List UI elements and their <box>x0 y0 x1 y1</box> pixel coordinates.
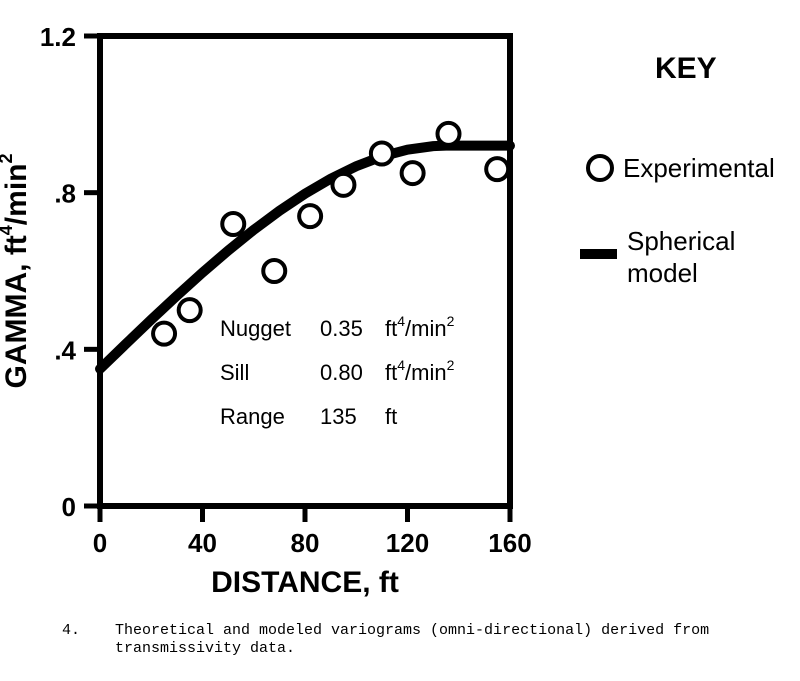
annotation-value: 0.35 <box>320 316 363 341</box>
annotation-label: Sill <box>220 360 249 385</box>
x-axis-label: DISTANCE, ft <box>211 566 399 599</box>
x-tick-label: 0 <box>93 528 107 558</box>
experimental-point <box>153 323 175 345</box>
experimental-point <box>299 205 321 227</box>
figure-caption-number: 4. <box>62 622 80 639</box>
annotation-value: 0.80 <box>320 360 363 385</box>
annotation-label: Nugget <box>220 316 291 341</box>
annotation-value: 135 <box>320 404 357 429</box>
page-root: { "chart": { "type": "variogram-scatter-… <box>0 0 800 681</box>
annotation-unit: ft4/min2 <box>385 313 455 341</box>
experimental-point <box>371 143 393 165</box>
y-tick-label: 0 <box>62 492 76 522</box>
y-axis-label: GAMMA, ft4/min2 <box>0 154 33 389</box>
legend-marker-icon <box>588 156 612 180</box>
x-tick-label: 40 <box>188 528 217 558</box>
experimental-point <box>179 299 201 321</box>
experimental-point <box>486 158 508 180</box>
annotation-unit: ft <box>385 404 397 429</box>
x-tick-label: 80 <box>291 528 320 558</box>
legend-item-label: Spherical <box>627 226 735 256</box>
figure-caption-line-2: transmissivity data. <box>115 640 295 657</box>
plot-border <box>100 36 510 506</box>
legend-item-label: Experimental <box>623 153 775 183</box>
y-tick-label: .4 <box>54 335 76 365</box>
figure-caption-line-1: Theoretical and modeled variograms (omni… <box>115 622 709 639</box>
variogram-chart: 0 40 80 120 160 0 .4 .8 1.2 DISTANCE, ft GAMMA, ft… <box>0 0 800 681</box>
experimental-point <box>332 174 354 196</box>
experimental-point <box>222 213 244 235</box>
experimental-point <box>263 260 285 282</box>
y-axis-label-text: GAMMA, ft4/min2 <box>0 154 33 389</box>
legend-item-label: model <box>627 258 698 288</box>
x-tick-label: 160 <box>488 528 531 558</box>
legend-title: KEY <box>655 52 717 85</box>
experimental-point <box>402 162 424 184</box>
y-tick-label: .8 <box>54 179 76 209</box>
annotation-label: Range <box>220 404 285 429</box>
experimental-point <box>438 123 460 145</box>
annotation-unit: ft4/min2 <box>385 357 455 385</box>
y-tick-label: 1.2 <box>40 22 76 52</box>
x-tick-label: 120 <box>386 528 429 558</box>
